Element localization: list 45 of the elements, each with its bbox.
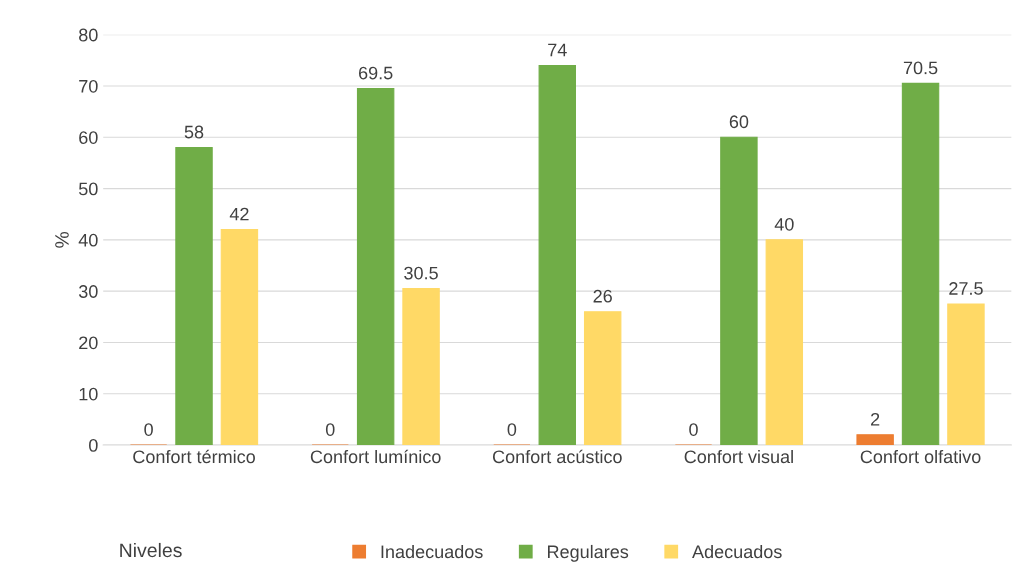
bar: [765, 239, 804, 446]
bar: [901, 82, 940, 446]
y-tick-label: 20: [79, 336, 98, 350]
legend-label: Inadecuados: [381, 544, 483, 559]
data-label: 30.5: [404, 266, 438, 280]
bar: [175, 146, 213, 446]
data-label: 69.5: [359, 66, 393, 80]
data-label: 0: [689, 423, 698, 436]
legend-label: Regulares: [548, 544, 629, 562]
data-label: 2: [871, 412, 880, 426]
x-tick-label: Confort lumínico: [310, 449, 441, 464]
data-label: 74: [548, 43, 567, 57]
y-axis-title: %: [55, 231, 69, 248]
data-label: 27.5: [949, 282, 983, 295]
bar: [356, 87, 395, 446]
x-tick-label: Confort olfativo: [860, 449, 981, 464]
data-label: 40: [774, 217, 794, 231]
data-label: 60: [729, 115, 749, 129]
data-label: 58: [184, 125, 204, 139]
bar: [402, 288, 440, 446]
x-tick-label: Confort térmico: [133, 449, 255, 464]
legend-label: Adecuados: [692, 544, 782, 559]
y-tick-label: 0: [89, 438, 98, 452]
bar: [720, 136, 758, 446]
data-label: 0: [507, 423, 517, 436]
x-tick-label: Confort acústico: [492, 449, 622, 464]
bar: [538, 64, 576, 446]
x-tick-label: Confort visual: [684, 449, 793, 464]
y-tick-label: 10: [79, 387, 98, 401]
data-label: 0: [325, 423, 335, 436]
bar: [220, 229, 259, 446]
data-label: 70.5: [903, 61, 938, 75]
bar: [583, 311, 622, 446]
bar: [856, 434, 894, 446]
y-tick-label: 60: [79, 131, 98, 144]
data-label: 0: [144, 423, 153, 436]
y-tick-label: 30: [78, 285, 98, 298]
y-tick-label: 80: [79, 28, 98, 42]
legend-title: Niveles: [120, 542, 182, 558]
data-label: 26: [593, 289, 612, 303]
y-tick-label: 40: [78, 233, 98, 247]
data-label: 42: [229, 207, 249, 221]
y-tick-label: 70: [79, 79, 98, 93]
bar: [947, 303, 985, 446]
y-tick-label: 50: [78, 182, 98, 196]
